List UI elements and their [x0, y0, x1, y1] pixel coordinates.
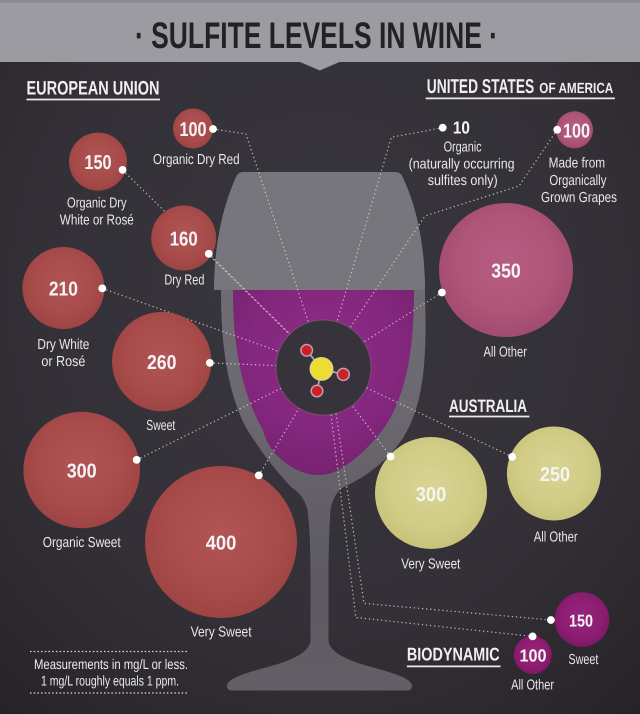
svg-text:sulfites only): sulfites only)	[428, 173, 498, 189]
svg-text:100: 100	[180, 119, 207, 141]
svg-text:350: 350	[491, 261, 521, 283]
svg-text:260: 260	[147, 352, 177, 374]
svg-text:160: 160	[170, 229, 198, 251]
svg-text:Organic Dry Red: Organic Dry Red	[153, 152, 240, 168]
svg-text:or Rosé: or Rosé	[41, 354, 85, 370]
svg-text:Sweet: Sweet	[146, 418, 175, 434]
svg-text:150: 150	[85, 152, 112, 174]
svg-text:1 mg/L roughly equals 1 ppm.: 1 mg/L roughly equals 1 ppm.	[41, 673, 179, 689]
svg-text:300: 300	[67, 461, 97, 483]
svg-text:Dry Red: Dry Red	[164, 273, 204, 289]
svg-text:100: 100	[520, 646, 547, 666]
svg-text:250: 250	[540, 464, 570, 486]
svg-text:Grown Grapes: Grown Grapes	[541, 190, 617, 206]
svg-text:All Other: All Other	[534, 530, 578, 546]
svg-text:300: 300	[416, 484, 447, 506]
svg-text:OF AMERICA: OF AMERICA	[539, 81, 613, 97]
svg-text:All Other: All Other	[483, 345, 527, 361]
svg-text:Made from: Made from	[549, 155, 606, 171]
svg-text:Very Sweet: Very Sweet	[191, 625, 252, 641]
svg-text:UNITED STATES: UNITED STATES	[427, 76, 534, 98]
svg-text:Very Sweet: Very Sweet	[401, 557, 460, 573]
svg-text:Dry White: Dry White	[37, 337, 89, 353]
svg-text:150: 150	[569, 612, 593, 631]
svg-text:Sweet: Sweet	[568, 652, 598, 668]
svg-text:210: 210	[49, 279, 78, 301]
svg-text:Measurements in mg/L or less.: Measurements in mg/L or less.	[34, 656, 188, 672]
svg-text:(naturally occurring: (naturally occurring	[409, 157, 515, 173]
svg-text:AUSTRALIA: AUSTRALIA	[449, 396, 527, 416]
svg-text:White or Rosé: White or Rosé	[60, 213, 134, 229]
svg-text:Organic Sweet: Organic Sweet	[43, 535, 121, 551]
svg-text:100: 100	[563, 120, 590, 142]
svg-text:Organically: Organically	[549, 173, 607, 189]
svg-text:400: 400	[206, 533, 237, 555]
svg-text:Organic: Organic	[444, 140, 482, 156]
svg-text:All Other: All Other	[511, 678, 554, 694]
svg-text:Organic Dry: Organic Dry	[67, 196, 127, 212]
svg-text:EUROPEAN UNION: EUROPEAN UNION	[27, 78, 160, 100]
svg-text:· SULFITE LEVELS IN WINE ·: · SULFITE LEVELS IN WINE ·	[135, 15, 498, 56]
svg-text:10: 10	[453, 118, 470, 138]
svg-text:BIODYNAMIC: BIODYNAMIC	[407, 644, 500, 665]
